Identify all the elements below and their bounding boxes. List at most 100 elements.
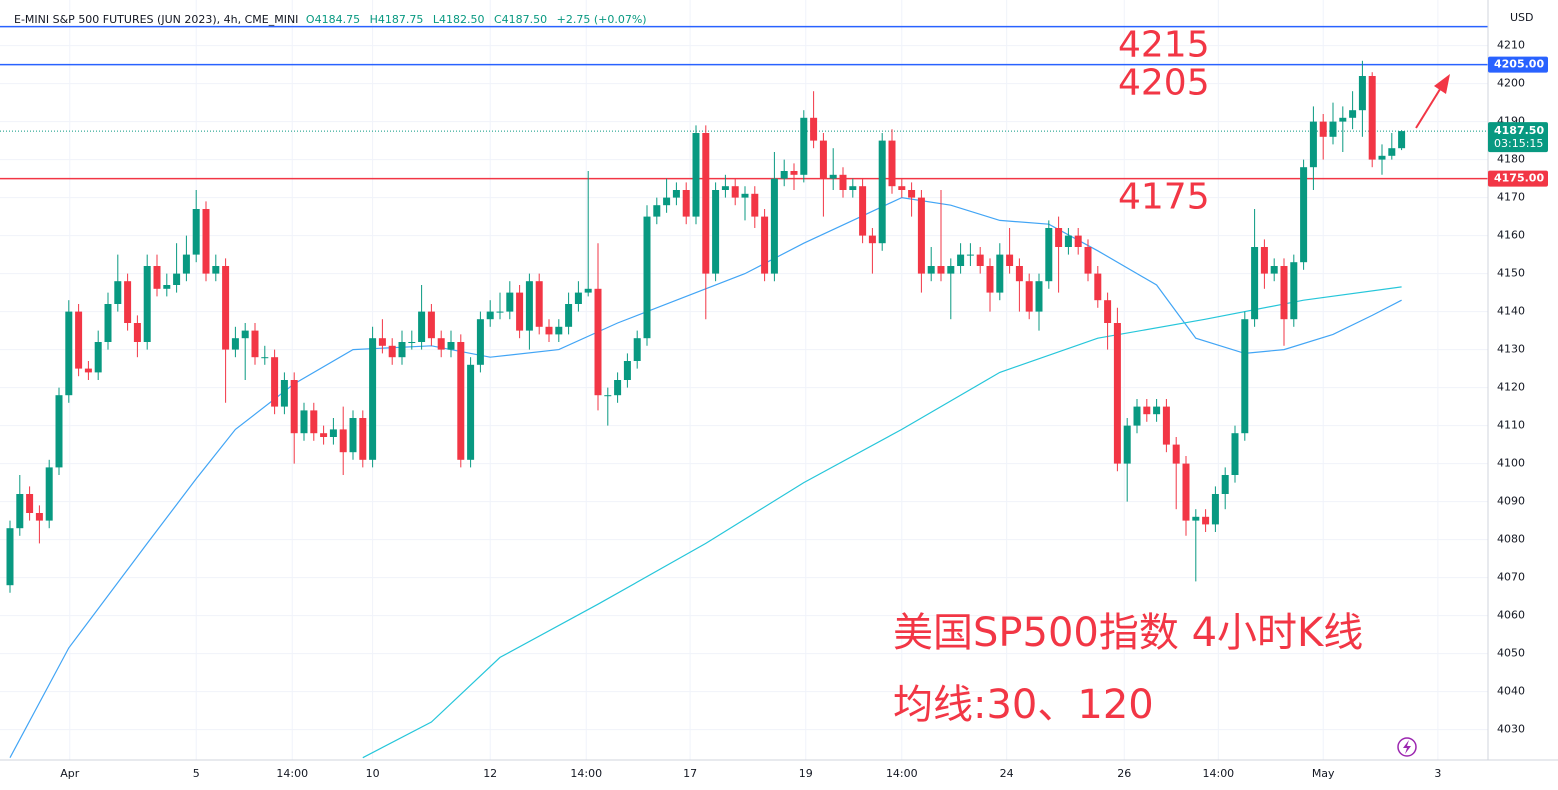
candle-body [1211, 494, 1219, 525]
candle-body [45, 467, 53, 521]
candle-body [506, 292, 514, 312]
candle-body [1398, 131, 1406, 149]
candle-body [1123, 425, 1131, 464]
candle-body [1280, 266, 1288, 320]
last-price-tag [1488, 122, 1548, 153]
lightning-icon[interactable] [1397, 737, 1417, 757]
x-tick-label: Apr [60, 767, 80, 780]
candle-body [447, 342, 455, 350]
candle-body [486, 311, 494, 320]
candle-body [1251, 247, 1259, 320]
candle-body [1241, 319, 1249, 434]
candle-body [75, 311, 83, 369]
candle-body [359, 418, 367, 460]
candle-body [16, 494, 24, 529]
candle-body [241, 330, 249, 339]
y-tick-label: 4140 [1497, 305, 1525, 318]
moving-average [362, 286, 1402, 759]
candle-body [320, 433, 328, 437]
y-tick-label: 4200 [1497, 77, 1525, 90]
change: +2.75 (+0.07%) [557, 13, 647, 26]
symbol: E-MINI S&P 500 FUTURES (JUN 2023), 4h, C… [14, 13, 298, 26]
candle-body [1172, 444, 1180, 464]
candle-body [917, 197, 925, 274]
candle-body [810, 117, 818, 141]
moving-average [9, 196, 1402, 758]
plot [0, 25, 1488, 759]
candle-body [1162, 406, 1170, 445]
candle-body [26, 494, 34, 513]
candle-body [545, 326, 553, 335]
candle-body [369, 338, 377, 460]
candle-body [1084, 247, 1092, 274]
candle-body [1104, 300, 1112, 323]
x-tick-label: 3 [1434, 767, 1441, 780]
candle-body [1015, 266, 1023, 282]
y-tick-label: 4160 [1497, 229, 1525, 242]
y-tick-label: 4210 [1497, 39, 1525, 52]
candle-body [231, 338, 239, 350]
candle-body [153, 266, 161, 289]
candle-body [643, 216, 651, 339]
candle-body [1378, 155, 1386, 160]
candle-body [839, 174, 847, 190]
candle-body [1192, 516, 1200, 521]
candle-body [280, 380, 288, 407]
candle-body [927, 266, 935, 274]
x-tick-label: 17 [683, 767, 697, 780]
y-tick-label: 4150 [1497, 267, 1525, 280]
candle-body [114, 281, 122, 304]
candle-body [300, 410, 308, 434]
candle-body [1202, 516, 1210, 525]
candle-body [1300, 167, 1308, 263]
candle-body [966, 254, 974, 256]
candle-body [594, 288, 602, 396]
candle-body [633, 338, 641, 361]
x-tick-label: 26 [1117, 767, 1131, 780]
candle-body [1260, 247, 1268, 274]
candle-body [604, 395, 612, 397]
candle-body [692, 133, 700, 217]
low: L4182.50 [433, 13, 485, 26]
candle-body [222, 266, 230, 350]
y-tick-label: 4110 [1497, 419, 1525, 432]
candle-body [1231, 433, 1239, 475]
candle-body [1064, 235, 1072, 247]
y-tick-label: 4090 [1497, 495, 1525, 508]
candle-body [1388, 148, 1396, 156]
candle-body [1309, 121, 1317, 168]
candle-body [202, 209, 210, 274]
candle-body [457, 342, 465, 460]
y-tick-label: 4070 [1497, 571, 1525, 584]
candle-body [1368, 76, 1376, 160]
candle-body [349, 418, 357, 453]
candle-body [1094, 273, 1102, 301]
candle-body [986, 266, 994, 293]
labels: 4030 4040 4050 4060 4070 4080 4090 4100 4110 4120… [60, 25, 1548, 780]
x-tick-label: 14:00 [276, 767, 308, 780]
x-tick-label: 24 [1000, 767, 1014, 780]
y-tick-label: 4180 [1497, 153, 1525, 166]
x-tick-label: 19 [799, 767, 813, 780]
candle-body [1221, 475, 1229, 494]
candle-body [947, 266, 955, 274]
y-tick-label: 4120 [1497, 381, 1525, 394]
x-tick-label: 5 [193, 767, 200, 780]
candle-body [751, 193, 759, 217]
candle-body [574, 292, 582, 304]
candle-body [1006, 254, 1014, 266]
candle-body [663, 197, 671, 206]
candle-body [849, 186, 857, 190]
candle-body [780, 171, 788, 179]
price-tag-label: 4175.00 [1494, 172, 1544, 185]
candle-body [104, 304, 112, 342]
currency: USD [1510, 11, 1534, 24]
candle-body [653, 205, 661, 217]
price-tag [1488, 170, 1548, 187]
annotation: 4175 [1118, 177, 1210, 218]
note: 美国SP500指数 4小时K线 [893, 610, 1363, 656]
candle-body [614, 380, 622, 396]
candle-body [731, 186, 739, 198]
candle-body [908, 190, 916, 198]
candle-body [878, 140, 886, 244]
